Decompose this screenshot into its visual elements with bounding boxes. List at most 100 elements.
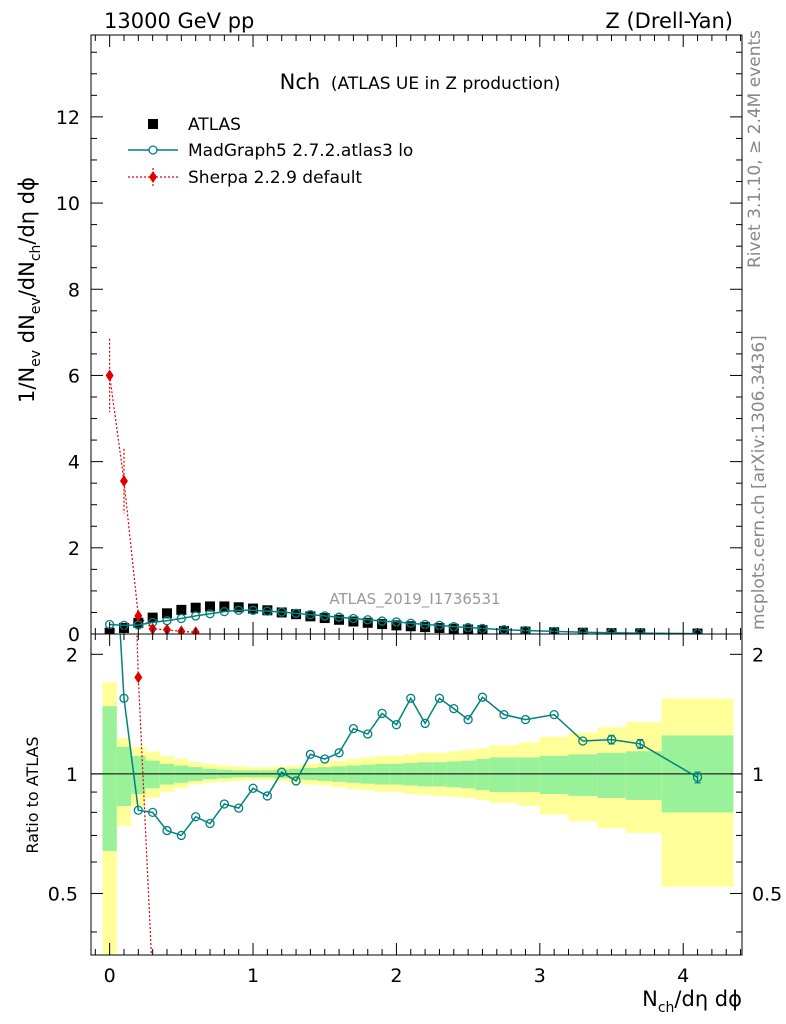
mcplots-reference-text: mcplots.cern.ch [arXiv:1306.3436] (749, 335, 769, 630)
madgraph-ratio-point (406, 693, 416, 703)
y-tick-label: 2 (68, 538, 80, 560)
madgraph-ratio-point (549, 709, 559, 720)
ratio-inner-band (568, 754, 598, 796)
madgraph-ratio-point (234, 803, 244, 813)
ratio-y-tick-label: 2 (66, 644, 78, 666)
header-left: 13000 GeV pp (104, 9, 254, 33)
plot-title-sub: (ATLAS UE in Z production) (331, 74, 560, 94)
x-tick-label: 2 (390, 965, 402, 987)
ratio-inner-band (539, 755, 569, 794)
y-tick-label: 12 (56, 107, 80, 129)
xlabel-main: N (642, 987, 658, 1011)
madgraph-point (219, 606, 230, 617)
ratio-inner-band (597, 752, 626, 798)
x-tick-label: 4 (677, 965, 689, 987)
atlas-point (118, 622, 129, 633)
madgraph-point (334, 612, 344, 622)
madgraph-ratio-point (635, 739, 645, 749)
atlas-point (362, 617, 373, 628)
madgraph-ratio-point (391, 720, 402, 730)
madgraph-ratio-point (477, 692, 488, 702)
madgraph-ratio-point (434, 693, 445, 703)
ylabel-part3: /dN (15, 261, 39, 297)
ratio-y-axis-label: Ratio to ATLAS (23, 736, 42, 853)
plot-title-main: Nch (280, 70, 321, 94)
atlas-point (133, 617, 144, 628)
rivet-version-text: Rivet 3.1.10, ≥ 2.4M events (745, 30, 765, 268)
ratio-y-tick-label: 0.5 (48, 883, 78, 905)
madgraph-ratio-point (148, 807, 158, 818)
madgraph-ratio-point (692, 772, 703, 783)
atlas-point (348, 616, 359, 627)
madgraph-ratio-point (248, 783, 258, 793)
madgraph-ratio-point (305, 749, 316, 759)
madgraph-point (191, 611, 201, 621)
madgraph-ratio-point (363, 729, 373, 739)
madgraph-ratio-point (219, 799, 230, 809)
y-tick-label: 4 (68, 452, 80, 474)
madgraph-ratio-point (377, 708, 387, 719)
ylabel-part2: dN (15, 314, 39, 350)
ylabel-sub1: ev (28, 350, 44, 367)
atlas-point (219, 601, 230, 612)
ratio-y-tick-label-right: 0.5 (752, 883, 782, 905)
ratio-inner-band (460, 760, 476, 789)
legend-atlas-marker (148, 119, 158, 129)
legend-label: ATLAS (188, 115, 241, 135)
atlas-point (405, 621, 416, 632)
madgraph-point (549, 626, 559, 634)
madgraph-point (291, 608, 301, 618)
atlas-point (334, 614, 345, 625)
madgraph-point (363, 615, 373, 625)
madgraph-point (320, 611, 330, 621)
legend-label: MadGraph5 2.7.2.atlas3 lo (188, 141, 413, 161)
atlas-point (205, 601, 216, 612)
ratio-inner-band (489, 757, 519, 793)
madgraph-ratio-line (119, 634, 698, 837)
ratio-inner-band (116, 746, 132, 807)
atlas-point (147, 612, 158, 623)
header-right: Z (Drell-Yan) (605, 9, 733, 33)
madgraph-point (262, 606, 273, 616)
ratio-inner-band (102, 706, 117, 851)
madgraph-ratio-point (463, 714, 473, 725)
atlas-point (176, 604, 187, 615)
atlas-point (262, 605, 273, 616)
atlas-point (233, 602, 244, 613)
sherpa-line (109, 375, 196, 633)
madgraph-ratio-point (162, 825, 172, 836)
madgraph-ratio-point (606, 734, 617, 745)
madgraph-ratio-point (520, 714, 531, 725)
atlas-point (248, 603, 259, 614)
ratio-frame (90, 633, 743, 956)
madgraph-ratio-point (191, 812, 201, 822)
madgraph-point (305, 609, 316, 620)
atlas-point (434, 622, 445, 633)
ratio-y-tick-label-right: 2 (752, 644, 764, 666)
y-tick-label: 0 (68, 624, 80, 646)
atlas-point (291, 609, 302, 620)
madgraph-point (234, 605, 244, 615)
madgraph-ratio-point (420, 718, 430, 729)
madgraph-ratio-point (348, 723, 359, 734)
ratio-uncertainty-bands (91, 682, 742, 955)
legend-label: Sherpa 2.2.9 default (188, 168, 362, 188)
madgraph-point (176, 613, 186, 624)
madgraph-ratio-point (499, 709, 509, 720)
sherpa-ratio-point (134, 671, 143, 684)
legend-sherpa-marker (149, 171, 157, 183)
ratio-y-tick-label-right: 1 (752, 764, 764, 786)
madgraph-point (277, 607, 287, 617)
ratio-inner-band (625, 751, 662, 800)
atlas-point (305, 611, 316, 622)
ratio-inner-band (475, 759, 490, 791)
x-tick-label: 0 (104, 965, 116, 987)
ratio-data-layer (119, 634, 703, 955)
y-tick-label: 6 (68, 365, 80, 387)
atlas-point (190, 602, 201, 613)
x-tick-label: 1 (247, 965, 259, 987)
madgraph-point (377, 616, 387, 626)
madgraph-point (348, 613, 359, 624)
y-axis-label: 1/Nev dNev/dNch/dη dϕ (15, 177, 44, 403)
